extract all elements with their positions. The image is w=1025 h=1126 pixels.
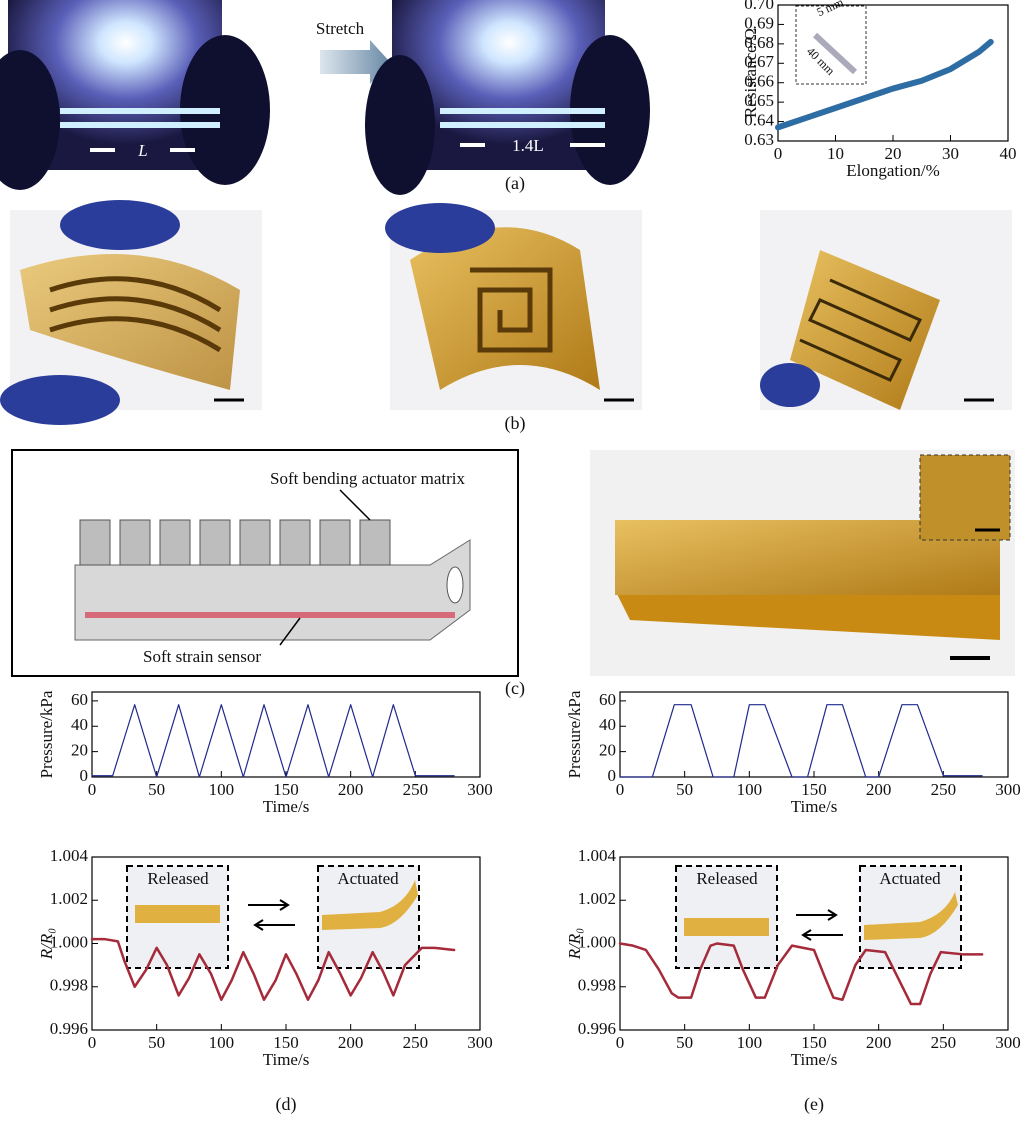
photo-unstretched: L bbox=[0, 0, 270, 190]
x-tick-label: 40 bbox=[1000, 144, 1017, 163]
y-tick-label: 1.002 bbox=[578, 889, 616, 908]
y-tick-label: 0 bbox=[80, 766, 89, 785]
x-axis-label: Time/s bbox=[791, 1050, 838, 1069]
x-tick-label: 300 bbox=[995, 780, 1021, 799]
x-axis-label: Elongation/% bbox=[846, 161, 939, 180]
y-tick-label: 0.998 bbox=[578, 976, 616, 995]
x-axis-label: Time/s bbox=[791, 797, 838, 816]
x-tick-label: 0 bbox=[88, 1033, 97, 1052]
x-tick-label: 300 bbox=[995, 1033, 1021, 1052]
sensor-label: Soft strain sensor bbox=[143, 647, 261, 666]
y-axis-label: Pressure/kPa bbox=[37, 690, 56, 778]
state-insets: Released Actuated Released Actuated bbox=[127, 866, 961, 968]
y-tick-label: 40 bbox=[599, 715, 616, 734]
panel-label: (e) bbox=[804, 1094, 824, 1115]
x-tick-label: 50 bbox=[148, 780, 165, 799]
x-tick-label: 50 bbox=[148, 1033, 165, 1052]
x-tick-label: 250 bbox=[403, 1033, 429, 1052]
x-tick-label: 0 bbox=[88, 780, 97, 799]
actuator-label: Soft bending actuator matrix bbox=[270, 469, 465, 488]
inset-label: Actuated bbox=[879, 869, 941, 888]
y-tick-label: 20 bbox=[71, 741, 88, 760]
panel-label: (b) bbox=[505, 413, 526, 434]
y-tick-label: 0.70 bbox=[744, 0, 774, 13]
y-tick-label: 0 bbox=[608, 766, 617, 785]
panel-label: (d) bbox=[276, 1094, 297, 1115]
y-tick-label: 0.996 bbox=[578, 1019, 616, 1038]
stretch-label: Stretch bbox=[316, 19, 365, 38]
x-tick-label: 30 bbox=[942, 144, 959, 163]
x-tick-label: 0 bbox=[616, 780, 625, 799]
data-line bbox=[620, 705, 982, 777]
x-tick-label: 200 bbox=[866, 1033, 892, 1052]
x-tick-label: 100 bbox=[209, 1033, 235, 1052]
data-line bbox=[92, 705, 454, 777]
y-tick-label: 0.996 bbox=[50, 1019, 88, 1038]
inset-label: Released bbox=[147, 869, 209, 888]
x-tick-label: 0 bbox=[616, 1033, 625, 1052]
x-tick-label: 200 bbox=[866, 780, 892, 799]
y-tick-label: 0.63 bbox=[744, 130, 774, 149]
x-tick-label: 100 bbox=[209, 780, 235, 799]
x-tick-label: 300 bbox=[467, 780, 493, 799]
x-tick-label: 250 bbox=[403, 780, 429, 799]
x-tick-label: 50 bbox=[676, 1033, 693, 1052]
inset-label: Actuated bbox=[337, 869, 399, 888]
x-tick-label: 50 bbox=[676, 780, 693, 799]
y-axis-label: R/R₀ bbox=[37, 928, 56, 960]
y-tick-label: 40 bbox=[71, 715, 88, 734]
y-tick-label: 1.004 bbox=[50, 846, 89, 865]
x-tick-label: 200 bbox=[338, 1033, 364, 1052]
x-tick-label: 200 bbox=[338, 780, 364, 799]
x-axis-label: Time/s bbox=[263, 797, 310, 816]
y-axis-label: R/R₀ bbox=[565, 928, 584, 960]
plot-frame bbox=[92, 692, 480, 777]
panel-label: (a) bbox=[505, 173, 525, 194]
figure: L Stretch 1.4L 5 mm 40 mm (a) (b) bbox=[0, 0, 1025, 1126]
y-axis-label: Pressure/kPa bbox=[565, 690, 584, 778]
length-label: L bbox=[137, 141, 147, 160]
length-label: 1.4L bbox=[512, 136, 544, 155]
y-tick-label: 60 bbox=[71, 690, 88, 709]
x-tick-label: 100 bbox=[737, 780, 763, 799]
photo-sensors bbox=[0, 200, 1012, 425]
page: {"figure": {"panel_labels": ["(a)", "(b)… bbox=[0, 0, 1025, 1126]
y-tick-label: 1.002 bbox=[50, 889, 88, 908]
panel-label: (c) bbox=[505, 678, 525, 699]
x-tick-label: 250 bbox=[931, 780, 957, 799]
y-tick-label: 0.998 bbox=[50, 976, 88, 995]
inset-label: Released bbox=[696, 869, 758, 888]
x-tick-label: 0 bbox=[774, 144, 783, 163]
x-tick-label: 100 bbox=[737, 1033, 763, 1052]
y-axis-label: Resistance/Ω bbox=[741, 28, 760, 118]
x-tick-label: 250 bbox=[931, 1033, 957, 1052]
photo-stretched: 1.4L bbox=[365, 0, 650, 195]
x-tick-label: 300 bbox=[467, 1033, 493, 1052]
sensor-inset: 5 mm 40 mm bbox=[796, 0, 866, 84]
actuator-diagram: Soft bending actuator matrix Soft strain… bbox=[12, 450, 518, 676]
x-tick-label: 10 bbox=[827, 144, 844, 163]
y-tick-label: 20 bbox=[599, 741, 616, 760]
actuator-photo bbox=[590, 450, 1015, 676]
y-tick-label: 1.004 bbox=[578, 846, 617, 865]
y-tick-label: 60 bbox=[599, 690, 616, 709]
x-axis-label: Time/s bbox=[263, 1050, 310, 1069]
